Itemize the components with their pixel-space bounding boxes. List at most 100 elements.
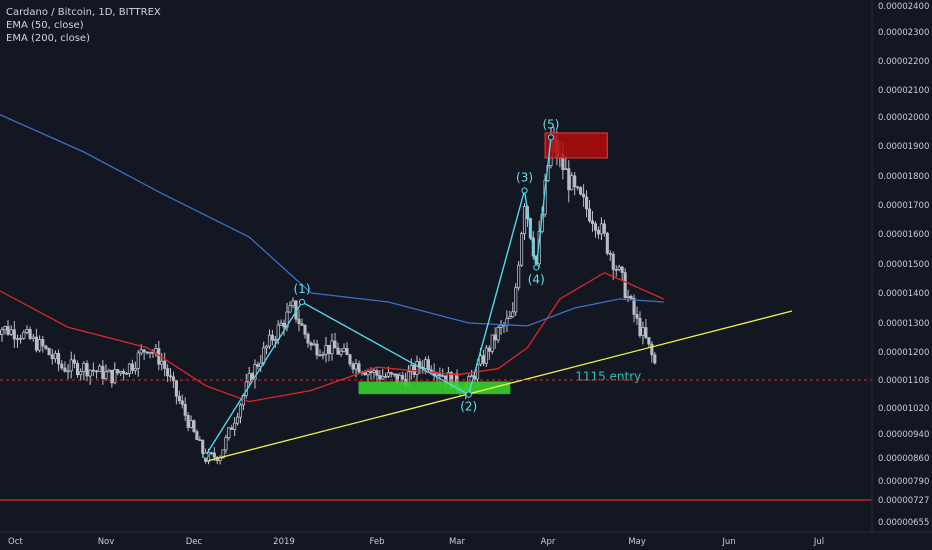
entry-note: 1115 entry <box>575 369 641 383</box>
trendline[interactable] <box>208 310 793 462</box>
candle <box>233 417 237 437</box>
wave-point[interactable] <box>298 298 306 306</box>
candle-body <box>366 371 370 376</box>
x-tick-label: Dec <box>186 537 203 547</box>
wave-point[interactable] <box>533 264 540 271</box>
candle-body <box>392 373 396 376</box>
ema200-legend[interactable]: EMA (200, close) <box>6 33 90 44</box>
wave-point[interactable] <box>465 391 472 398</box>
candle <box>127 363 132 377</box>
candle-body <box>372 370 376 373</box>
candle <box>113 362 117 385</box>
candle-body <box>133 368 137 371</box>
candle <box>72 354 76 369</box>
candle <box>0 327 4 342</box>
candle-body <box>116 369 120 374</box>
candle-body <box>478 355 483 365</box>
wave-point[interactable] <box>547 134 555 141</box>
candle <box>579 186 583 196</box>
y-tick-label: 0.00001200 <box>878 348 929 358</box>
candle-body <box>60 363 64 369</box>
candle <box>91 362 95 377</box>
price-axis[interactable] <box>872 0 932 550</box>
x-tick-label: 2019 <box>273 537 295 547</box>
candle <box>116 369 120 376</box>
candle <box>168 368 173 382</box>
candle-body <box>508 316 512 319</box>
y-tick-label: 0.00001900 <box>878 142 929 152</box>
candle <box>611 251 615 280</box>
candle <box>632 294 636 323</box>
candle-body <box>183 403 187 416</box>
candle-body <box>224 437 228 451</box>
candle <box>50 348 54 365</box>
wave-point[interactable] <box>521 187 528 194</box>
candle-body <box>330 340 334 355</box>
candle-body <box>273 339 277 341</box>
chart-legend: Cardano / Bitcoin, 1D, BITTREX EMA (50, … <box>6 6 161 45</box>
candle <box>300 318 304 326</box>
resistance-zone[interactable] <box>544 132 608 159</box>
candle-body <box>412 364 416 375</box>
candle-body <box>587 208 592 222</box>
candle <box>288 301 292 313</box>
candle-body <box>496 327 500 341</box>
elliott-wave-path[interactable] <box>205 137 552 456</box>
candle <box>318 349 322 357</box>
candle <box>267 329 272 350</box>
y-tick-label: 0.00000727 <box>878 496 929 506</box>
candle-body <box>235 416 240 424</box>
candle <box>520 231 524 267</box>
candle-body <box>303 325 307 335</box>
candle-body <box>632 298 636 315</box>
candle-body <box>484 347 488 364</box>
wave-point[interactable] <box>202 452 209 459</box>
candle-body <box>69 359 73 372</box>
candle <box>94 369 99 379</box>
candle-body <box>653 354 657 364</box>
candle-body <box>177 395 181 402</box>
candle <box>104 364 108 381</box>
candle <box>315 339 319 360</box>
candle-body <box>98 365 102 373</box>
candle-body <box>38 339 42 351</box>
candle <box>209 451 213 456</box>
candle <box>590 211 595 232</box>
candle-body <box>375 370 379 376</box>
candle-body <box>386 372 390 377</box>
candle <box>235 412 240 426</box>
candle-body <box>369 371 373 373</box>
candle <box>124 371 129 375</box>
candle-body <box>124 373 129 375</box>
candle-body <box>227 427 231 438</box>
candle-body <box>85 363 89 377</box>
candle-body <box>487 347 491 352</box>
candle <box>596 226 600 240</box>
y-tick-label: 0.00001020 <box>878 404 929 414</box>
candle-body <box>626 295 630 298</box>
candle-body <box>567 168 571 191</box>
ema50-legend[interactable]: EMA (50, close) <box>6 20 84 31</box>
candle <box>47 347 51 356</box>
candle-body <box>324 344 328 355</box>
candle <box>119 370 123 377</box>
candle-body <box>113 369 117 384</box>
time-axis[interactable] <box>0 532 932 550</box>
candle <box>602 219 606 237</box>
candle <box>487 345 491 360</box>
candle-body <box>602 223 606 234</box>
support-zone[interactable] <box>358 381 511 395</box>
y-tick-label: 0.00000860 <box>878 454 929 464</box>
candle-body <box>312 343 316 346</box>
candle <box>381 369 385 381</box>
candle-body <box>614 269 618 271</box>
candle-body <box>31 336 35 339</box>
candle-body <box>19 337 23 340</box>
x-tick-label: Jul <box>813 537 824 547</box>
candle <box>53 350 57 363</box>
candle <box>265 344 269 355</box>
candle <box>6 320 10 336</box>
x-tick-label: Jun <box>721 537 735 547</box>
drawing-annotations[interactable]: (1) (2) (3) (4) (5) 1115 entry <box>202 117 793 462</box>
